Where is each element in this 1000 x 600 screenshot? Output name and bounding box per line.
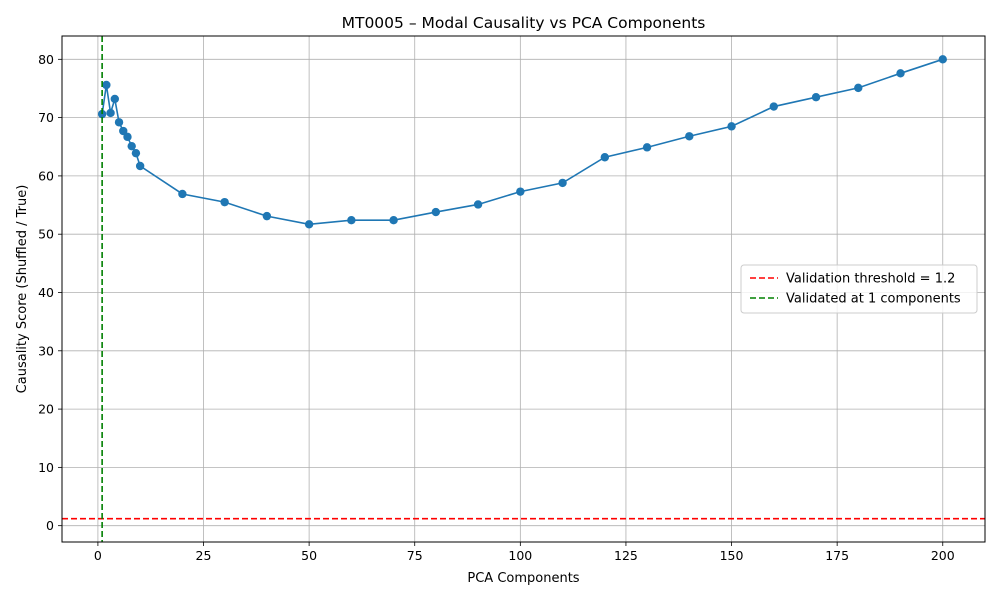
data-point bbox=[123, 132, 132, 142]
data-point bbox=[304, 220, 314, 229]
data-point bbox=[347, 216, 356, 225]
data-point bbox=[102, 80, 111, 90]
data-point bbox=[473, 200, 483, 209]
x-tick-label: 25 bbox=[196, 548, 212, 563]
y-tick-label: 60 bbox=[38, 168, 54, 183]
data-point bbox=[106, 108, 115, 118]
legend: Validation threshold = 1.2 Validated at … bbox=[740, 264, 978, 314]
data-point bbox=[854, 83, 863, 93]
data-point bbox=[127, 141, 136, 151]
y-tick-label: 40 bbox=[38, 285, 54, 300]
chart-title: MT0005 – Modal Causality vs PCA Componen… bbox=[342, 14, 706, 32]
plot-frame bbox=[61, 35, 986, 543]
data-point bbox=[119, 126, 128, 136]
data-point bbox=[114, 118, 124, 127]
data-point bbox=[431, 207, 441, 217]
legend-label-validated: Validated at 1 components bbox=[786, 292, 961, 307]
x-tick-label: 125 bbox=[614, 548, 638, 563]
x-tick-label: 0 bbox=[94, 548, 102, 563]
x-tick-label: 100 bbox=[508, 548, 532, 563]
legend-label-threshold: Validation threshold = 1.2 bbox=[786, 272, 955, 287]
x-tick-label: 175 bbox=[825, 548, 849, 563]
x-tick-label: 75 bbox=[407, 548, 423, 563]
data-point bbox=[811, 93, 821, 102]
series-layer bbox=[62, 36, 985, 542]
y-ticks: 0 10 20 30 40 50 60 70 80 bbox=[38, 52, 62, 533]
data-point bbox=[135, 161, 145, 171]
y-tick-label: 80 bbox=[38, 52, 54, 67]
data-point bbox=[178, 189, 187, 199]
data-point bbox=[262, 211, 272, 221]
x-tick-label: 200 bbox=[931, 548, 955, 563]
data-point bbox=[110, 94, 120, 104]
y-tick-label: 50 bbox=[38, 227, 54, 242]
y-tick-label: 70 bbox=[38, 110, 54, 125]
y-tick-label: 30 bbox=[38, 343, 54, 358]
data-point bbox=[642, 143, 652, 152]
data-point bbox=[769, 102, 778, 111]
x-ticks: 0 25 50 75 100 125 150 175 200 bbox=[94, 542, 955, 563]
data-point bbox=[558, 178, 567, 188]
y-tick-label: 0 bbox=[46, 518, 54, 533]
data-point bbox=[389, 216, 398, 225]
data-point bbox=[131, 148, 141, 158]
y-tick-label: 10 bbox=[38, 460, 54, 475]
y-tick-label: 20 bbox=[38, 402, 54, 417]
x-tick-label: 150 bbox=[720, 548, 744, 563]
data-point bbox=[896, 69, 905, 78]
x-tick-label: 50 bbox=[301, 548, 317, 563]
series-line bbox=[101, 58, 944, 226]
data-point bbox=[938, 55, 947, 64]
data-point bbox=[220, 197, 229, 207]
x-axis-label: PCA Components bbox=[467, 571, 579, 586]
data-point bbox=[97, 109, 107, 119]
data-point bbox=[685, 132, 694, 141]
y-axis-label: Causality Score (Shuffled / True) bbox=[15, 185, 30, 394]
data-point bbox=[516, 187, 525, 196]
data-point bbox=[727, 122, 736, 131]
legend-box bbox=[740, 264, 978, 314]
data-point bbox=[600, 153, 610, 162]
